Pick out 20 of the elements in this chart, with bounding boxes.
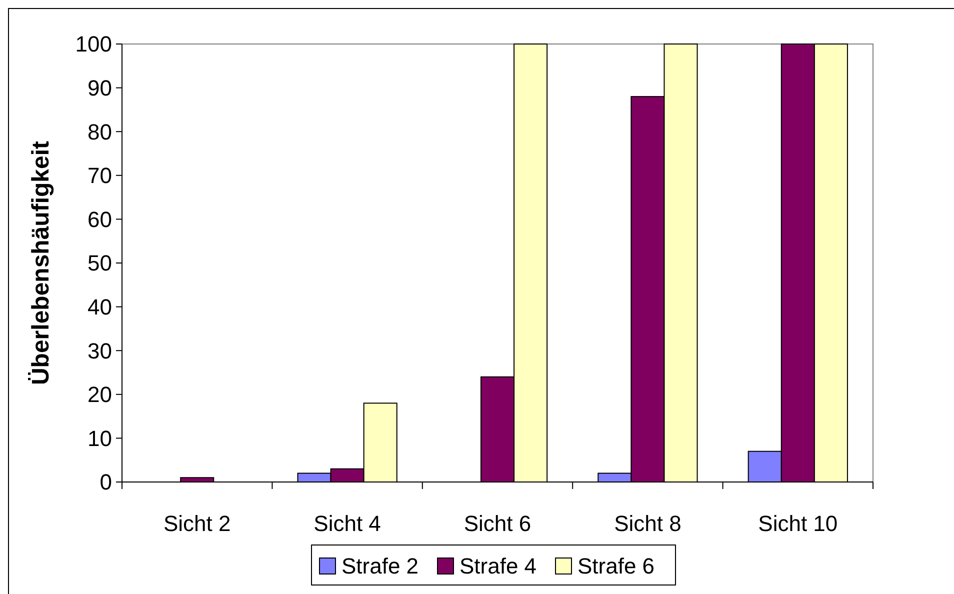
- x-tick-label: Sicht 4: [314, 511, 381, 536]
- x-tick-label: Sicht 10: [758, 511, 838, 536]
- legend-label: Strafe 6: [578, 554, 655, 579]
- y-axis-title: Überlebenshäufigkeit: [27, 140, 54, 386]
- y-tick-label: 40: [88, 294, 112, 320]
- y-tick-label: 80: [88, 119, 112, 144]
- x-tick-label: Sicht 6: [464, 511, 532, 536]
- x-tick-label: Sicht 8: [614, 511, 682, 536]
- y-tick-label: 20: [88, 382, 112, 408]
- y-tick-label: 50: [88, 250, 112, 276]
- y-tick-label: 60: [88, 206, 112, 232]
- y-tick-label: 100: [75, 32, 112, 57]
- y-tick-label: 0: [100, 470, 112, 495]
- legend-label: Strafe 4: [460, 554, 537, 579]
- y-tick-label: 10: [88, 426, 112, 451]
- x-tick-label: Sicht 2: [163, 511, 231, 536]
- y-tick-label: 70: [88, 163, 112, 188]
- y-tick-label: 90: [88, 76, 112, 100]
- legend-label: Strafe 2: [342, 554, 419, 579]
- y-tick-label: 30: [88, 338, 112, 364]
